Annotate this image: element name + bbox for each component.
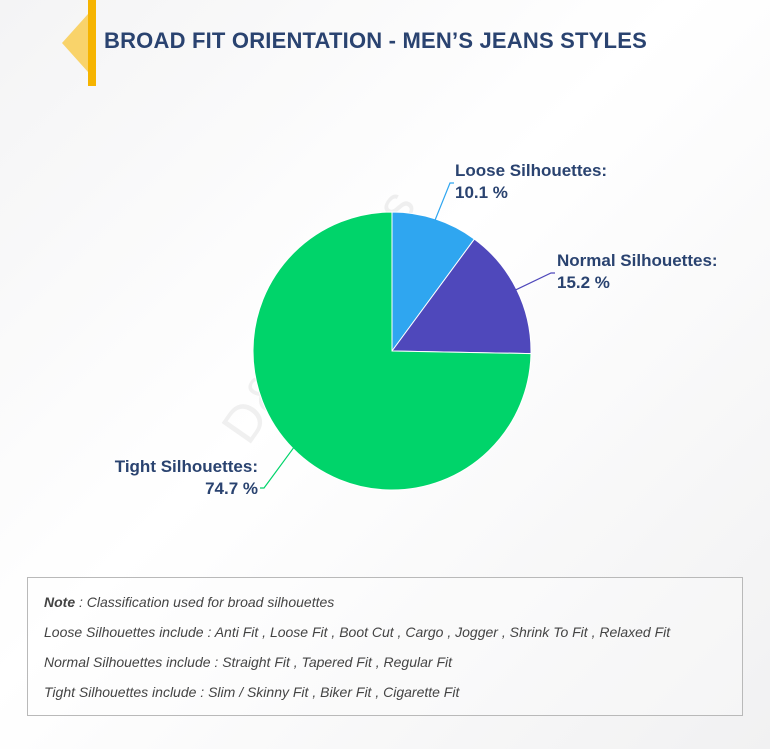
leader-line-1: [514, 272, 555, 291]
note-line-normal: Normal Silhouettes include : Straight Fi…: [44, 654, 452, 670]
slice-label-2: Tight Silhouettes:: [115, 457, 258, 476]
pie-chart: Loose Silhouettes: 10.1 % Normal Silhouett…: [115, 161, 718, 498]
chevron-left-icon: [62, 0, 96, 86]
note-line-loose: Loose Silhouettes include : Anti Fit , L…: [44, 624, 671, 640]
slice-value-1: 15.2 %: [557, 273, 610, 292]
note-heading: Note : Classification used for broad sil…: [44, 594, 334, 610]
leader-line-0: [434, 182, 454, 222]
note-box: Note : Classification used for broad sil…: [27, 577, 743, 716]
slice-label-0: Loose Silhouettes:: [455, 161, 607, 180]
note-line-tight: Tight Silhouettes include : Slim / Skinn…: [44, 684, 460, 700]
leader-line-2: [260, 446, 295, 489]
note-prefix: Note: [44, 594, 76, 610]
page-title: BROAD FIT ORIENTATION - MEN’S JEANS STYL…: [104, 28, 647, 53]
slice-label-1: Normal Silhouettes:: [557, 251, 718, 270]
header: BROAD FIT ORIENTATION - MEN’S JEANS STYL…: [0, 0, 770, 90]
slice-value-0: 10.1 %: [455, 183, 508, 202]
slice-value-2: 74.7 %: [205, 479, 258, 498]
note-text: : Classification used for broad silhouet…: [75, 594, 335, 610]
